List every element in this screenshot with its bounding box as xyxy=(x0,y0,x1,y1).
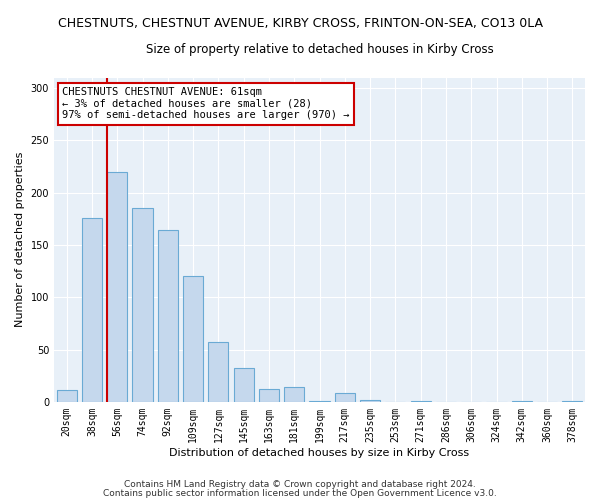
Bar xyxy=(512,401,532,402)
Bar xyxy=(133,208,152,402)
Bar xyxy=(259,390,279,402)
Bar xyxy=(82,218,102,402)
Bar xyxy=(158,230,178,402)
Text: Contains HM Land Registry data © Crown copyright and database right 2024.: Contains HM Land Registry data © Crown c… xyxy=(124,480,476,489)
Bar xyxy=(360,400,380,402)
Bar xyxy=(56,390,77,402)
Text: Contains public sector information licensed under the Open Government Licence v3: Contains public sector information licen… xyxy=(103,489,497,498)
Bar xyxy=(183,276,203,402)
Bar xyxy=(310,401,329,402)
Bar xyxy=(335,394,355,402)
Bar xyxy=(208,342,229,402)
Title: Size of property relative to detached houses in Kirby Cross: Size of property relative to detached ho… xyxy=(146,42,493,56)
Text: CHESTNUTS, CHESTNUT AVENUE, KIRBY CROSS, FRINTON-ON-SEA, CO13 0LA: CHESTNUTS, CHESTNUT AVENUE, KIRBY CROSS,… xyxy=(58,18,542,30)
Bar xyxy=(410,401,431,402)
Bar xyxy=(233,368,254,402)
Bar xyxy=(107,172,127,402)
Bar xyxy=(562,401,583,402)
Bar xyxy=(284,387,304,402)
X-axis label: Distribution of detached houses by size in Kirby Cross: Distribution of detached houses by size … xyxy=(169,448,470,458)
Y-axis label: Number of detached properties: Number of detached properties xyxy=(15,152,25,328)
Text: CHESTNUTS CHESTNUT AVENUE: 61sqm
← 3% of detached houses are smaller (28)
97% of: CHESTNUTS CHESTNUT AVENUE: 61sqm ← 3% of… xyxy=(62,87,350,120)
